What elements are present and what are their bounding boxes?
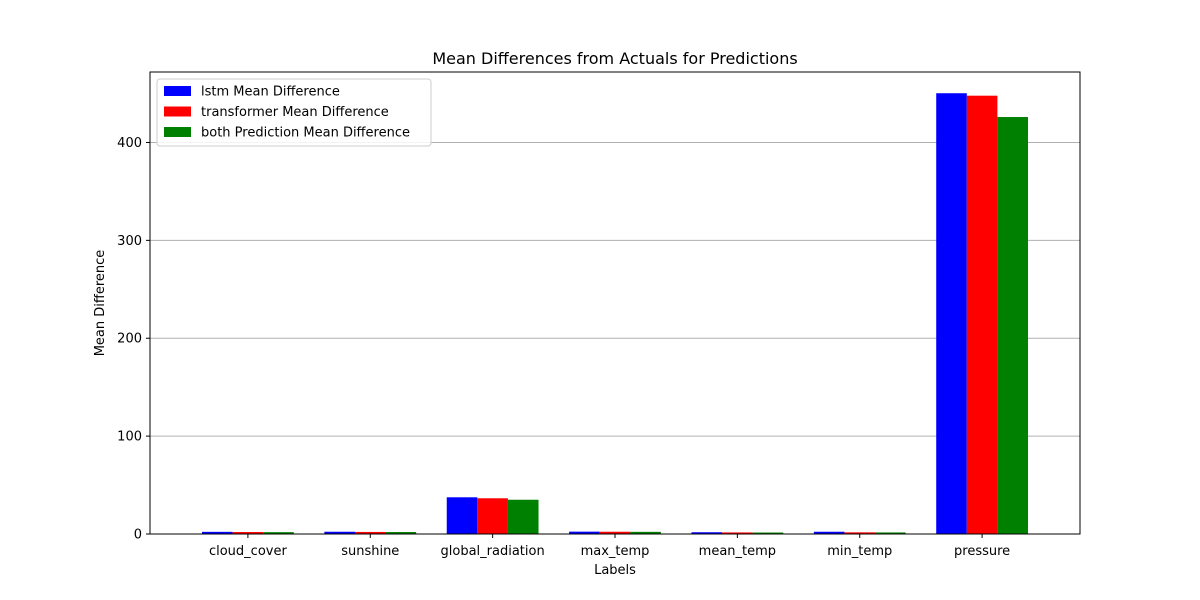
- x-tick-label-min_temp: min_temp: [827, 544, 892, 559]
- y-tick-label: 400: [117, 136, 142, 151]
- bar-sunshine-series-1: [354, 531, 386, 534]
- legend-swatch-series-2: [164, 127, 191, 137]
- x-tick-label-sunshine: sunshine: [341, 544, 399, 559]
- bar-global_radiation-series-2: [507, 499, 539, 534]
- bar-global_radiation-series-0: [446, 497, 478, 534]
- bar-max_temp-series-2: [630, 531, 661, 534]
- x-tick-label-cloud_cover: cloud_cover: [209, 544, 287, 559]
- legend-label-series-1: transformer Mean Difference: [201, 105, 389, 120]
- bar-pressure-series-0: [936, 93, 967, 534]
- x-tick-label-max_temp: max_temp: [581, 544, 650, 559]
- bar-sunshine-series-0: [324, 531, 355, 534]
- legend-swatch-series-0: [164, 86, 191, 96]
- y-tick-label: 200: [117, 332, 142, 347]
- bars: [202, 93, 1028, 534]
- bar-min_temp-series-0: [813, 531, 845, 534]
- bar-mean_temp-series-1: [722, 532, 753, 534]
- x-axis-ticks: cloud_cover sunshine global_radiation max_t…: [209, 534, 1010, 559]
- bar-sunshine-series-2: [385, 532, 417, 534]
- x-tick-label-global_radiation: global_radiation: [441, 544, 545, 559]
- bar-max_temp-series-1: [599, 531, 631, 534]
- y-tick-label: 100: [117, 430, 142, 445]
- legend-label-series-2: both Prediction Mean Difference: [201, 126, 410, 141]
- x-axis-label: Labels: [594, 563, 636, 578]
- bar-pressure-series-2: [997, 117, 1028, 534]
- x-tick-label-mean_temp: mean_temp: [699, 544, 776, 559]
- bar-cloud_cover-series-1: [232, 532, 264, 534]
- y-axis-label: Mean Difference: [93, 250, 108, 357]
- bar-cloud_cover-series-2: [263, 532, 294, 534]
- chart-title: Mean Differences from Actuals for Predic…: [432, 49, 797, 68]
- legend-swatch-series-1: [164, 106, 191, 117]
- legend-label-series-0: lstm Mean Difference: [201, 85, 340, 100]
- bar-global_radiation-series-1: [477, 498, 508, 534]
- x-tick-label-pressure: pressure: [954, 544, 1010, 559]
- bar-mean_temp-series-0: [691, 532, 723, 534]
- y-tick-label: 0: [134, 528, 142, 543]
- bar-max_temp-series-0: [569, 531, 600, 534]
- bar-cloud_cover-series-0: [202, 531, 233, 534]
- bar-min_temp-series-2: [875, 532, 906, 534]
- bar-mean_temp-series-2: [752, 532, 784, 534]
- y-tick-label: 300: [117, 234, 142, 249]
- legend-box: [156, 78, 432, 147]
- bar-pressure-series-1: [966, 95, 998, 534]
- bar-min_temp-series-1: [844, 532, 876, 534]
- y-axis-ticks: 0 100 200 300 400: [117, 136, 150, 543]
- legend[interactable]: lstm Mean Difference transformer Mean Dif…: [156, 78, 432, 147]
